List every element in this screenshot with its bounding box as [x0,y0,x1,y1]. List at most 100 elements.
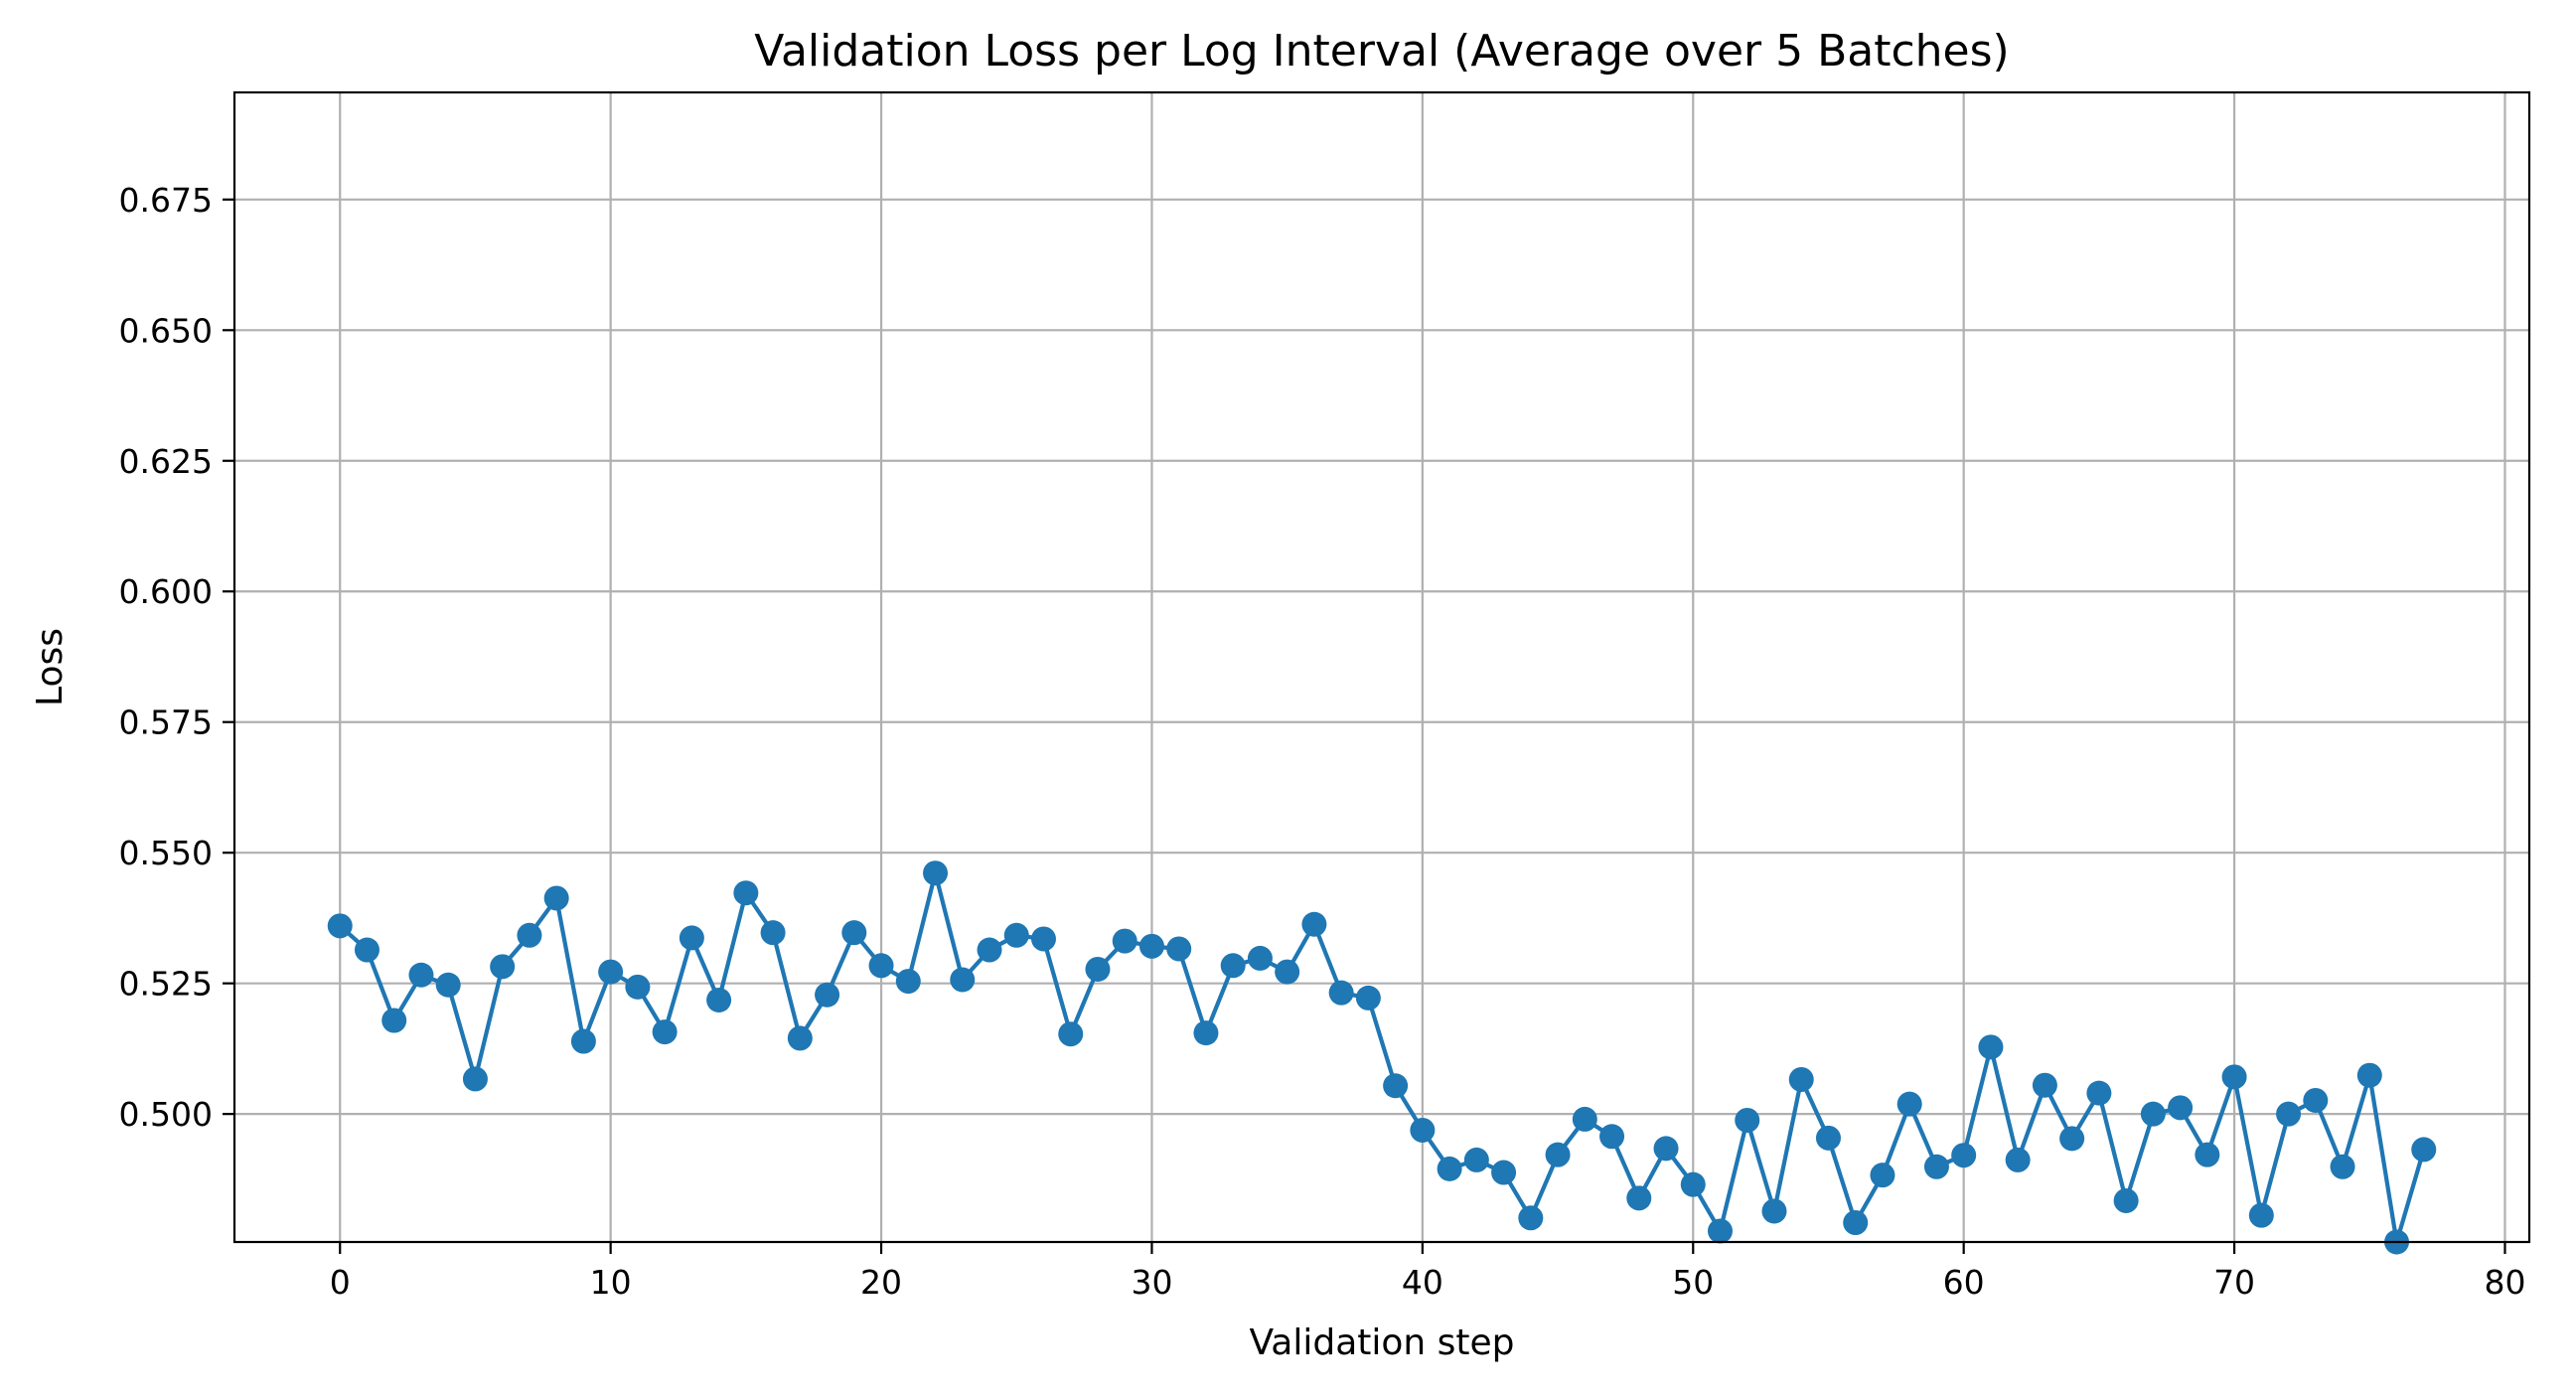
data-point [1978,1034,2004,1060]
data-point [1951,1143,1977,1168]
data-point [1301,911,1327,937]
data-point [625,974,651,1000]
x-tick-label: 40 [1402,1263,1443,1302]
data-point [1328,980,1354,1006]
data-point [1220,953,1246,979]
data-point [1896,1091,1922,1117]
data-point [841,920,867,946]
data-point [1166,936,1192,962]
data-point [598,959,624,985]
axis-ticks: 0 10 20 30 40 50 60 70 80 0.500 0.525 0.550 0.575 0.6… [119,181,2526,1302]
y-tick-label: 0.600 [119,572,213,611]
data-point [2276,1101,2302,1127]
data-point [760,920,786,946]
x-tick-label: 70 [2213,1263,2255,1302]
x-tick-label: 30 [1131,1263,1172,1302]
data-point [1383,1073,1409,1099]
y-tick-label: 0.525 [119,965,213,1004]
data-point [1545,1142,1571,1167]
data-point [895,969,921,995]
y-tick-label: 0.500 [119,1095,213,1134]
data-point [1030,926,1056,952]
data-point [1708,1218,1734,1244]
data-point [2113,1187,2139,1213]
y-tick-label: 0.575 [119,703,213,742]
data-point [733,880,759,906]
y-tick-label: 0.650 [119,311,213,350]
data-point [2168,1095,2194,1121]
chart-title: Validation Loss per Log Interval (Averag… [754,26,2009,77]
data-point [1599,1124,1625,1150]
data-point [2140,1101,2166,1127]
data-point [1463,1147,1489,1172]
data-point [2059,1126,2085,1152]
data-point [1085,956,1111,982]
plot-frame [232,90,2531,1244]
data-point [408,962,434,988]
data-point [815,982,840,1008]
data-point [543,885,569,911]
data-point [1761,1198,1787,1224]
data-point [570,1028,596,1054]
x-tick-label: 10 [590,1263,632,1302]
data-point [1112,928,1137,954]
data-point [1193,1020,1219,1046]
data-point [706,988,732,1013]
data-point [2411,1137,2437,1163]
data-point [1843,1210,1869,1236]
x-tick-label: 0 [330,1263,351,1302]
data-point [354,937,379,963]
x-tick-label: 60 [1943,1263,1985,1302]
data-point [679,925,704,951]
data-point [1680,1171,1706,1197]
data-point [977,937,1002,963]
data-point [1437,1156,1462,1181]
data-point [2330,1154,2355,1179]
data-point [2195,1142,2220,1167]
data-point [1653,1136,1679,1162]
data-point [1518,1205,1544,1231]
data-point [1788,1066,1814,1092]
y-tick-label: 0.675 [119,181,213,220]
data-point [2248,1202,2274,1228]
data-point [868,953,894,979]
data-point [2086,1080,2112,1106]
x-tick-label: 80 [2484,1263,2525,1302]
data-point [2005,1147,2031,1172]
data-point [1870,1163,1895,1188]
data-point [2032,1072,2057,1098]
data-point [1058,1021,1084,1047]
data-point [1923,1154,1949,1179]
data-point [787,1025,813,1051]
data-point [923,860,949,886]
x-axis-label: Validation step [1249,1322,1514,1363]
data-point [1491,1160,1517,1185]
data-point [1003,922,1029,948]
data-point [435,972,461,998]
y-tick-label: 0.625 [119,442,213,481]
data-point [1815,1125,1841,1151]
data-point [1355,985,1381,1010]
data-point [1138,933,1164,959]
y-axis-label: Loss [30,628,71,706]
data-point [462,1066,488,1092]
data-point [1572,1106,1597,1132]
data-point [490,954,516,980]
x-tick-label: 50 [1672,1263,1714,1302]
data-point [517,922,542,948]
y-tick-label: 0.550 [119,834,213,872]
data-point [1247,945,1273,971]
data-point [1626,1185,1652,1211]
data-point [2356,1062,2382,1088]
data-point [1275,959,1300,985]
data-point [652,1019,678,1045]
data-point [950,967,976,993]
x-tick-label: 20 [860,1263,902,1302]
data-point [2303,1087,2329,1113]
data-point [327,913,353,939]
data-point [1735,1107,1760,1133]
data-point [1410,1117,1436,1143]
